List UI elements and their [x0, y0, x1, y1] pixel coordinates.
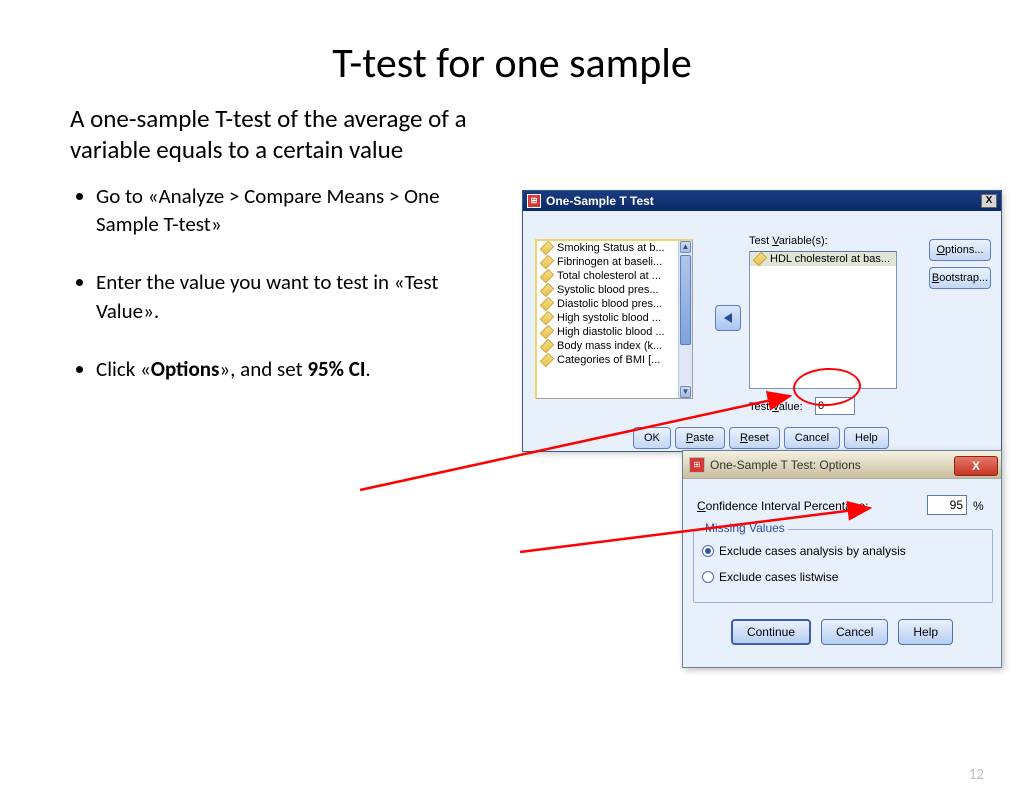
close-icon[interactable]: X — [981, 194, 997, 208]
side-buttons: Options... Bootstrap... — [929, 239, 993, 295]
dialog1-title: One-Sample T Test — [546, 194, 981, 208]
bullet-2: Enter the value you want to test in «Tes… — [96, 268, 500, 325]
arrow-left-icon — [724, 313, 732, 323]
scale-icon — [540, 269, 554, 283]
var-label: Total cholesterol at ... — [557, 270, 661, 282]
radio-exclude-analysis[interactable]: Exclude cases analysis by analysis — [694, 538, 992, 564]
bullet-3-options: Options — [151, 356, 220, 382]
var-label: Fibrinogen at baseli... — [557, 256, 662, 268]
ttest-options-dialog: ⊞ One-Sample T Test: Options X Confidenc… — [682, 450, 1002, 668]
one-sample-ttest-dialog: ⊞ One-Sample T Test X Smoking Status at … — [522, 190, 1002, 452]
text-column: A one-sample T-test of the average of a … — [70, 103, 510, 413]
rest: aste — [693, 432, 714, 444]
dialog1-body: Smoking Status at b... Fibrinogen at bas… — [523, 211, 1001, 451]
scale-icon — [540, 255, 554, 269]
list-item[interactable]: Diastolic blood pres... — [537, 297, 678, 311]
bullet-3: Click «Options», and set 95% CI. — [96, 355, 500, 383]
scale-icon — [540, 339, 554, 353]
tv-post: ariable(s): — [779, 235, 828, 247]
dialog2-button-row: Continue Cancel Help — [683, 619, 1001, 645]
var-label: Body mass index (k... — [557, 340, 662, 352]
bullet-3-prefix: Click « — [96, 356, 151, 382]
radio-label: Exclude cases analysis by analysis — [719, 544, 906, 558]
scale-icon — [540, 297, 554, 311]
dialog2-title: One-Sample T Test: Options — [710, 458, 954, 472]
u: O — [936, 244, 945, 256]
spss-icon: ⊞ — [689, 457, 705, 473]
variable-list[interactable]: Smoking Status at b... Fibrinogen at bas… — [535, 239, 693, 399]
list-item[interactable]: Total cholesterol at ... — [537, 269, 678, 283]
var-label: Systolic blood pres... — [557, 284, 659, 296]
dialog2-titlebar[interactable]: ⊞ One-Sample T Test: Options X — [683, 451, 1001, 479]
list-item[interactable]: Categories of BMI [... — [537, 353, 678, 367]
rest: eset — [748, 432, 769, 444]
help-button[interactable]: Help — [898, 619, 953, 645]
bullet-1: Go to «Analyze > Compare Means > One Sam… — [96, 182, 500, 239]
spss-icon: ⊞ — [527, 194, 541, 208]
list-item[interactable]: High systolic blood ... — [537, 311, 678, 325]
missing-values-fieldset: Missing Values Exclude cases analysis by… — [693, 529, 993, 603]
list-item[interactable]: Fibrinogen at baseli... — [537, 255, 678, 269]
u: C — [697, 499, 706, 513]
scroll-up-icon[interactable]: ▲ — [680, 241, 691, 253]
cancel-button[interactable]: Cancel — [784, 427, 840, 449]
bullet-3-suffix: . — [365, 356, 370, 382]
paste-button[interactable]: Paste — [675, 427, 725, 449]
continue-button[interactable]: Continue — [731, 619, 811, 645]
list-item[interactable]: Systolic blood pres... — [537, 283, 678, 297]
scale-icon — [540, 241, 554, 255]
scale-icon — [540, 325, 554, 339]
scale-icon — [540, 353, 554, 367]
radio-icon — [702, 545, 714, 557]
scroll-thumb[interactable] — [680, 255, 691, 345]
test-variables-label: Test Variable(s): — [749, 235, 828, 247]
list-item[interactable]: High diastolic blood ... — [537, 325, 678, 339]
rest: onfidence Interval Percentage: — [706, 499, 869, 513]
u: R — [740, 432, 748, 444]
bullet-3-mid: », and set — [219, 356, 307, 382]
fieldset-legend: Missing Values — [702, 521, 788, 535]
scale-icon — [753, 252, 767, 266]
ok-button[interactable]: OK — [633, 427, 671, 449]
list-item[interactable]: HDL cholesterol at bas... — [750, 252, 896, 266]
reset-button[interactable]: Reset — [729, 427, 780, 449]
slide-title: T-test for one sample — [0, 38, 1024, 89]
ci-label: Confidence Interval Percentage: — [697, 499, 868, 513]
bullet-3-ci: 95% CI — [307, 356, 365, 382]
radio-exclude-listwise[interactable]: Exclude cases listwise — [694, 564, 992, 590]
help-button[interactable]: Help — [844, 427, 889, 449]
pre: Test — [749, 401, 772, 413]
scale-icon — [540, 311, 554, 325]
var-label: Smoking Status at b... — [557, 242, 665, 254]
radio-icon — [702, 571, 714, 583]
var-label: Diastolic blood pres... — [557, 298, 662, 310]
dialog1-titlebar[interactable]: ⊞ One-Sample T Test X — [523, 191, 1001, 211]
list-item[interactable]: Smoking Status at b... — [537, 241, 678, 255]
close-icon[interactable]: X — [954, 456, 998, 476]
list-item[interactable]: Body mass index (k... — [537, 339, 678, 353]
move-left-button[interactable] — [715, 305, 741, 331]
post: alue: — [779, 401, 803, 413]
cancel-button[interactable]: Cancel — [821, 619, 888, 645]
page-number: 12 — [969, 766, 984, 784]
scroll-down-icon[interactable]: ▼ — [680, 386, 691, 398]
var-label: High systolic blood ... — [557, 312, 661, 324]
rest: ootstrap... — [939, 272, 988, 284]
scrollbar[interactable]: ▲ ▼ — [678, 241, 692, 398]
scale-icon — [540, 283, 554, 297]
var-label: Categories of BMI [... — [557, 354, 660, 366]
test-value-label: Test Value: — [749, 401, 803, 413]
rest: ptions... — [945, 244, 984, 256]
options-button[interactable]: Options... — [929, 239, 991, 261]
bootstrap-button[interactable]: Bootstrap... — [929, 267, 991, 289]
bullet-list: Go to «Analyze > Compare Means > One Sam… — [70, 182, 500, 384]
var-label: High diastolic blood ... — [557, 326, 665, 338]
ci-percent: % — [973, 499, 984, 513]
tv-pre: Test — [749, 235, 772, 247]
var-label: HDL cholesterol at bas... — [770, 253, 890, 265]
dialog1-button-row: OK Paste Reset Cancel Help — [633, 427, 889, 449]
ci-input[interactable] — [927, 495, 967, 515]
intro-text: A one-sample T-test of the average of a … — [70, 103, 500, 166]
radio-label: Exclude cases listwise — [719, 570, 838, 584]
